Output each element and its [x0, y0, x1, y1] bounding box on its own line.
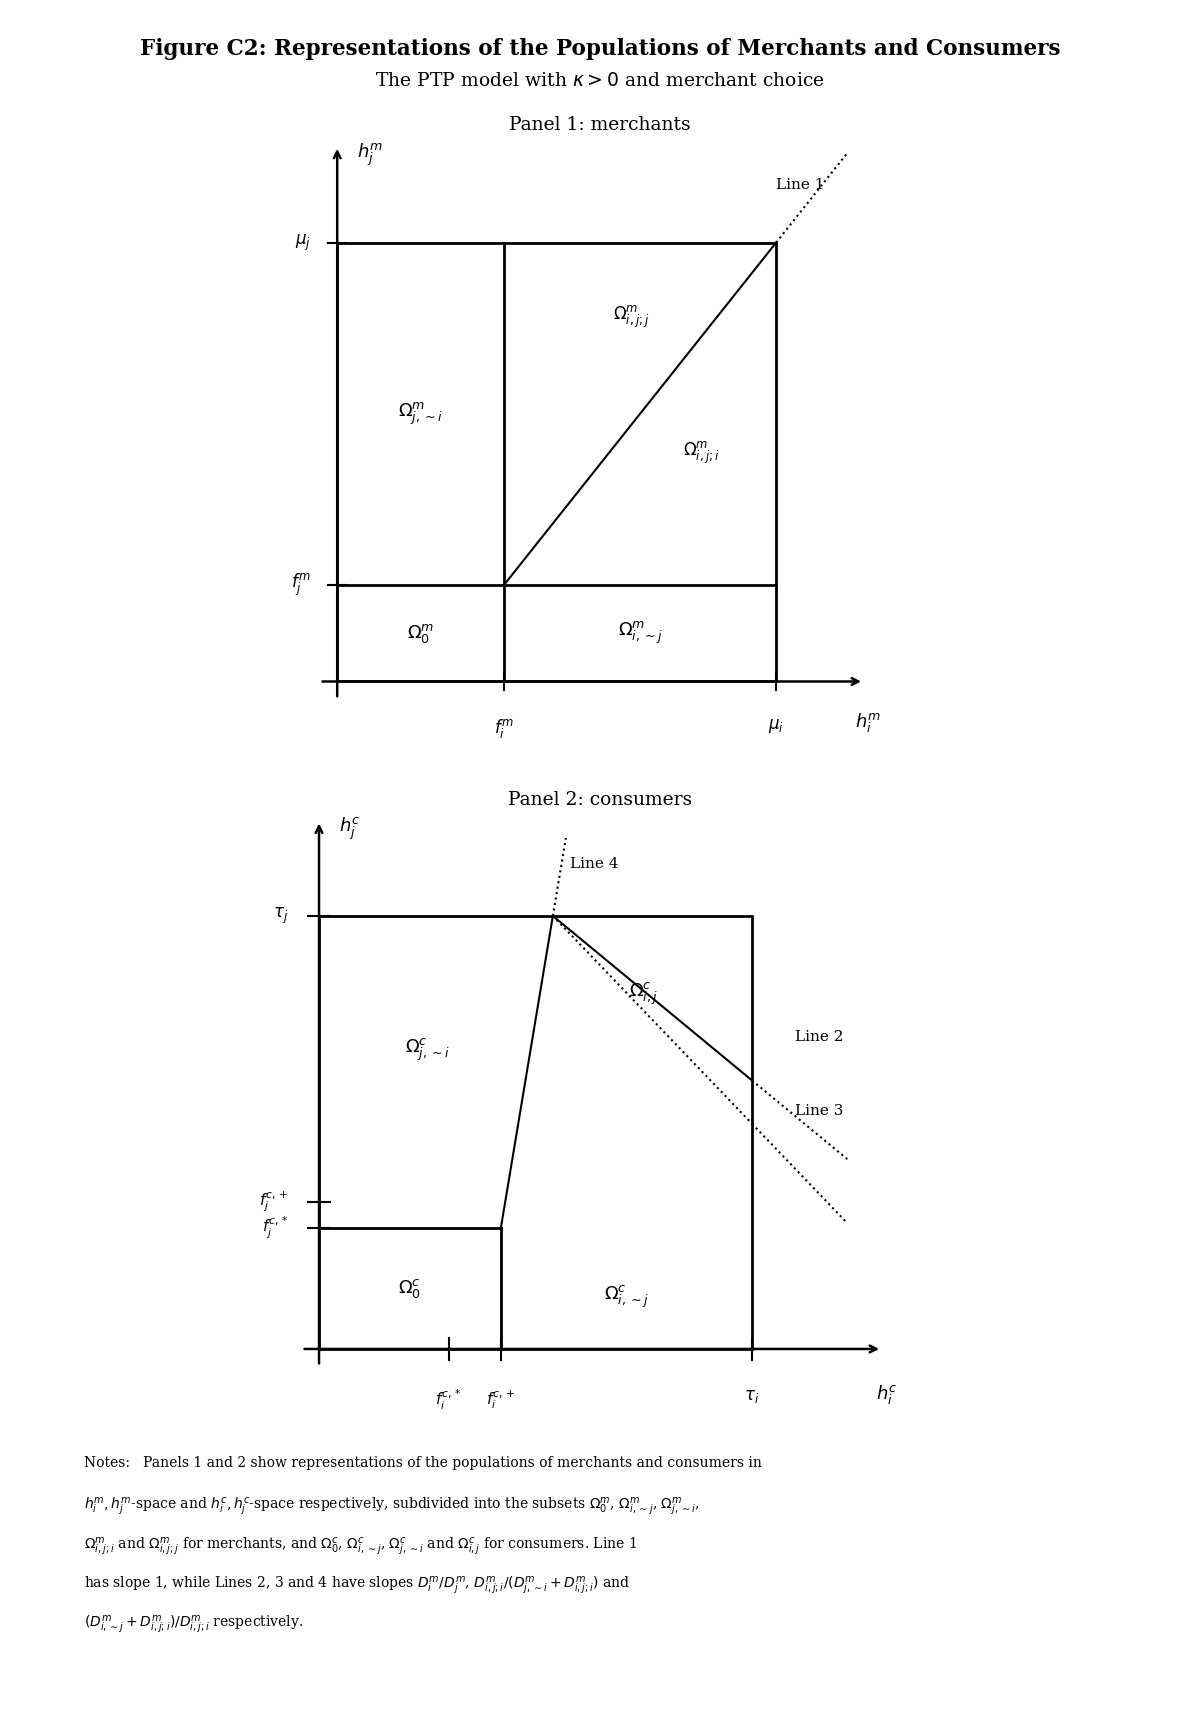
Text: $f_i^{c,+}$: $f_i^{c,+}$: [486, 1388, 516, 1410]
Text: $h_i^m, h_j^m$-space and $h_i^c, h_j^c$-space respectively, subdivided into the : $h_i^m, h_j^m$-space and $h_i^c, h_j^c$-…: [84, 1495, 700, 1518]
Text: Line 3: Line 3: [796, 1104, 844, 1118]
Text: $\Omega_{i,j;i}^m$ and $\Omega_{i,j;j}^m$ for merchants, and $\Omega_0^c$, $\Ome: $\Omega_{i,j;i}^m$ and $\Omega_{i,j;j}^m…: [84, 1535, 637, 1557]
Text: $h_j^c$: $h_j^c$: [338, 817, 360, 843]
Text: Panel 2: consumers: Panel 2: consumers: [508, 791, 692, 810]
Text: $\Omega_{i,j;j}^m$: $\Omega_{i,j;j}^m$: [613, 304, 649, 330]
Text: $f_i^{c,*}$: $f_i^{c,*}$: [436, 1388, 462, 1412]
Text: $f_j^m$: $f_j^m$: [292, 573, 311, 598]
Text: $f_i^m$: $f_i^m$: [494, 716, 514, 740]
Text: $\mu_i$: $\mu_i$: [768, 716, 784, 735]
Text: $\Omega_0^c$: $\Omega_0^c$: [398, 1277, 421, 1301]
Text: $h_i^c$: $h_i^c$: [876, 1384, 898, 1407]
Text: $h_j^m$: $h_j^m$: [356, 142, 383, 167]
Text: Panel 1: merchants: Panel 1: merchants: [509, 116, 691, 135]
Text: $h_i^m$: $h_i^m$: [856, 713, 882, 735]
Text: Line 2: Line 2: [796, 1031, 844, 1044]
Text: $\Omega_{i,j;i}^m$: $\Omega_{i,j;i}^m$: [683, 441, 720, 467]
Text: $\Omega_{j,\sim i}^m$: $\Omega_{j,\sim i}^m$: [398, 400, 443, 427]
Text: $\Omega_{i,j}^c$: $\Omega_{i,j}^c$: [629, 981, 659, 1007]
Text: $(D_{i,\sim j}^m + D_{i,j;i}^m)/D_{i,j;i}^m$ respectively.: $(D_{i,\sim j}^m + D_{i,j;i}^m)/D_{i,j;i…: [84, 1613, 304, 1636]
Text: $\Omega_{i,\sim j}^m$: $\Omega_{i,\sim j}^m$: [618, 620, 662, 646]
Text: $f_j^{c,+}$: $f_j^{c,+}$: [259, 1189, 289, 1213]
Text: $\Omega_{j,\sim i}^c$: $\Omega_{j,\sim i}^c$: [404, 1037, 450, 1063]
Text: Notes:   Panels 1 and 2 show representations of the populations of merchants and: Notes: Panels 1 and 2 show representatio…: [84, 1456, 762, 1470]
Text: $\tau_j$: $\tau_j$: [274, 906, 289, 926]
Text: $\Omega_0^m$: $\Omega_0^m$: [407, 622, 434, 644]
Text: $\mu_j$: $\mu_j$: [295, 232, 311, 253]
Text: has slope 1, while Lines 2, 3 and 4 have slopes $D_i^m/D_j^m$, $D_{i,j;i}^m/(D_{: has slope 1, while Lines 2, 3 and 4 have…: [84, 1574, 630, 1596]
Text: Figure C2: Representations of the Populations of Merchants and Consumers: Figure C2: Representations of the Popula…: [139, 38, 1061, 60]
Text: $\tau_i$: $\tau_i$: [744, 1388, 760, 1405]
Text: The PTP model with $\kappa > 0$ and merchant choice: The PTP model with $\kappa > 0$ and merc…: [376, 72, 824, 91]
Text: Line 1: Line 1: [776, 178, 824, 193]
Text: Line 4: Line 4: [570, 856, 619, 872]
Text: $f_j^{c,*}$: $f_j^{c,*}$: [262, 1215, 289, 1241]
Text: $\Omega_{i,\sim j}^c$: $\Omega_{i,\sim j}^c$: [604, 1283, 649, 1311]
